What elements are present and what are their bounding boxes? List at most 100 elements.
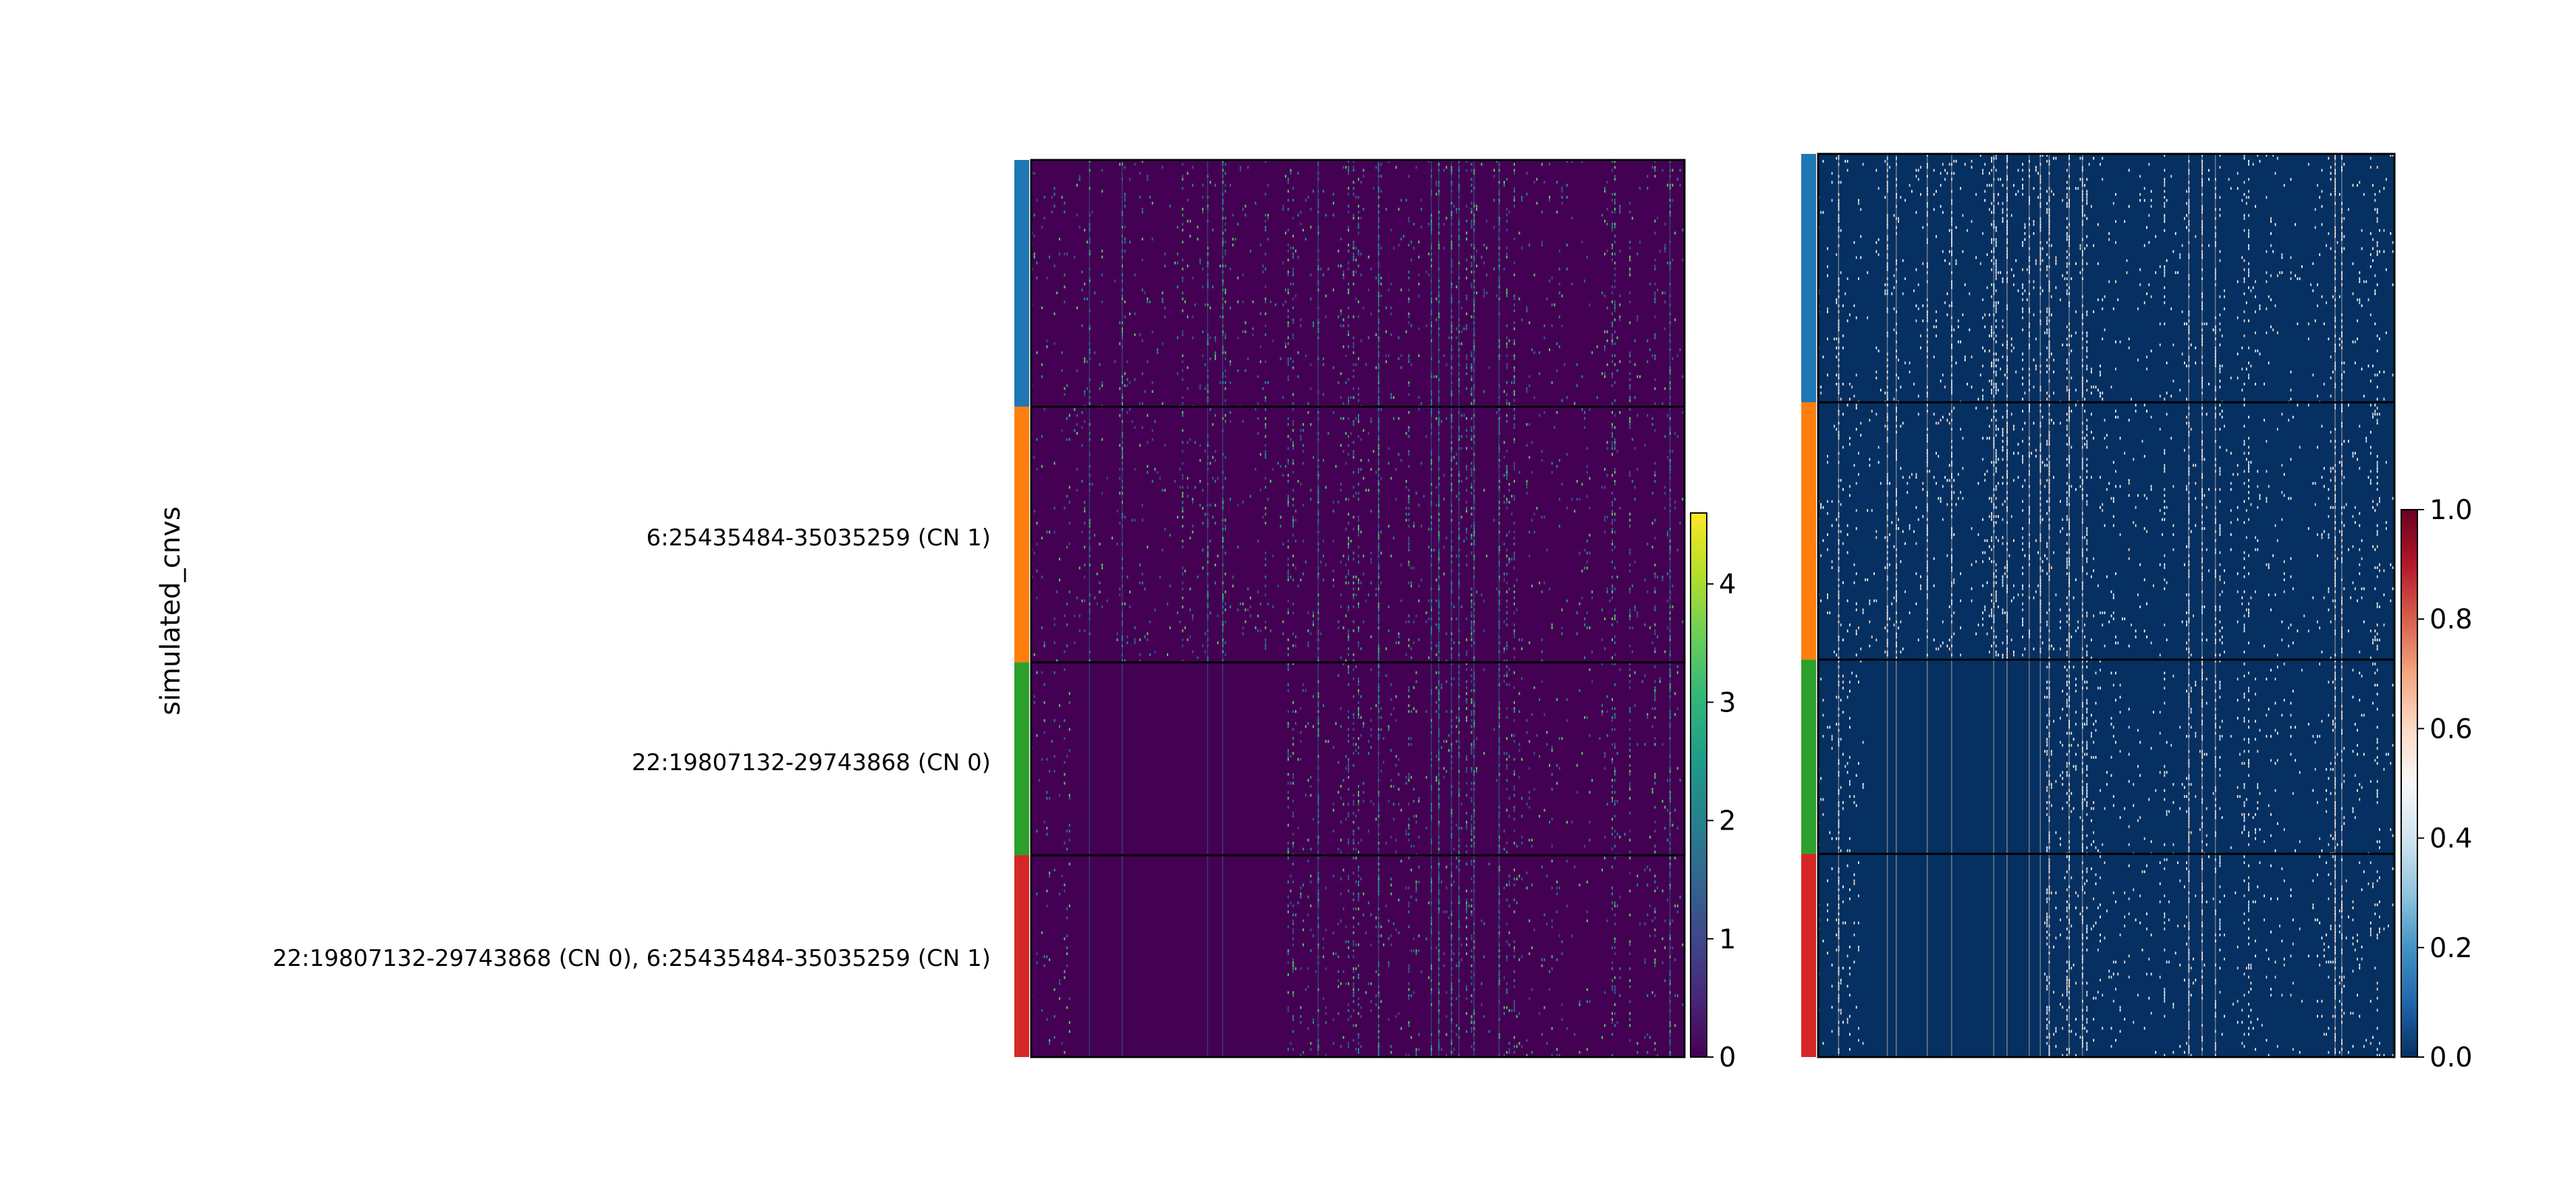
left-cell [1619, 303, 1621, 306]
left-cell [1421, 198, 1423, 202]
left-cell [1431, 599, 1432, 603]
left-cell [1222, 381, 1224, 384]
left-cell [1222, 611, 1224, 614]
left-cell [1473, 333, 1475, 336]
left-cell [1612, 192, 1613, 196]
right-cell [1875, 169, 1878, 172]
left-cell [1413, 949, 1415, 952]
left-cell [1629, 979, 1631, 982]
left-cell [1358, 605, 1359, 609]
left-cell [1458, 381, 1460, 384]
left-cell [1222, 202, 1224, 205]
left-cell [1292, 701, 1294, 704]
left-cell [1654, 629, 1656, 632]
left-cell [1654, 387, 1656, 390]
left-cell [1471, 163, 1473, 166]
left-cell [1612, 596, 1613, 599]
left-cell [1388, 725, 1390, 728]
left-cell [1471, 265, 1473, 267]
left-cell [1498, 737, 1500, 740]
left-cell [1448, 749, 1450, 752]
group-label-2: 22:19807132-29743868 (CN 0) [632, 749, 991, 776]
left-cell [1561, 632, 1563, 635]
left-cell [1586, 880, 1588, 884]
left-cell [1089, 396, 1091, 399]
left-cell [1604, 752, 1606, 755]
left-cell [1214, 459, 1216, 462]
left-cell [1122, 408, 1123, 411]
left-cell [1064, 273, 1066, 277]
left-cell [1064, 202, 1066, 205]
left-cell [1352, 259, 1354, 262]
left-cell [1529, 641, 1531, 645]
left-cell [1438, 871, 1440, 875]
left-cell [1348, 653, 1350, 656]
left-cell [1074, 614, 1076, 618]
left-cell [1466, 468, 1468, 471]
left-cell [1614, 468, 1616, 471]
left-cell [1438, 184, 1440, 187]
left-cell [1332, 931, 1334, 934]
left-cell [1358, 784, 1359, 788]
left-cell [1458, 169, 1460, 172]
left-cell [1466, 698, 1468, 701]
left-cell [1506, 671, 1508, 674]
left-cell [1473, 788, 1475, 791]
left-cell [1654, 259, 1656, 262]
left-cell [1400, 366, 1402, 369]
left-cell [1224, 590, 1226, 593]
left-cell [1084, 599, 1086, 603]
left-cell [1471, 826, 1473, 830]
left-cell [1612, 1054, 1613, 1057]
left-cell [1418, 408, 1420, 411]
left-cell [1614, 512, 1616, 516]
left-cell [1207, 339, 1209, 342]
left-cell [1438, 659, 1440, 662]
left-cell [1498, 198, 1500, 202]
left-cell [1292, 964, 1294, 967]
right-cell [2053, 157, 2054, 160]
left-cell [1438, 943, 1440, 946]
left-cell [1669, 937, 1671, 940]
left-cell [1614, 363, 1616, 367]
left-cell [1485, 246, 1487, 250]
left-cell [1654, 665, 1656, 668]
left-cell [1458, 755, 1460, 758]
left-cell [1370, 800, 1372, 803]
left-cell [1320, 560, 1322, 564]
left-cell [1471, 1027, 1473, 1030]
left-cell [1450, 585, 1452, 588]
left-cell [1498, 339, 1500, 342]
left-cell [1473, 710, 1475, 713]
left-cell [1287, 291, 1289, 294]
left-cell [1473, 608, 1475, 612]
left-cell [1473, 931, 1475, 934]
right-cell [2081, 169, 2083, 172]
left-cell [1496, 160, 1498, 163]
left-cell [1438, 821, 1440, 824]
left-cell [1450, 435, 1452, 438]
left-cell [1669, 689, 1671, 693]
left-cell [1386, 647, 1387, 651]
left-cell [1614, 198, 1616, 202]
left-cell [1122, 620, 1123, 624]
left-cell [1249, 596, 1251, 599]
left-cell [1431, 922, 1432, 925]
left-cell [1036, 522, 1038, 524]
left-cell [1669, 369, 1671, 373]
left-cell [1348, 417, 1350, 420]
left-cell [1584, 279, 1586, 283]
left-cell [1669, 175, 1671, 178]
left-cell [1317, 905, 1319, 908]
left-cell [1377, 459, 1379, 462]
left-cell [1222, 282, 1224, 286]
left-cell [1413, 223, 1415, 225]
left-cell [1367, 752, 1369, 755]
left-cell [1157, 348, 1159, 352]
left-cell [1498, 252, 1500, 256]
left-cell [1377, 779, 1379, 782]
left-cell [1377, 889, 1379, 892]
left-cell [1438, 315, 1440, 319]
left-cell [1672, 169, 1674, 172]
left-cell [1669, 396, 1671, 399]
